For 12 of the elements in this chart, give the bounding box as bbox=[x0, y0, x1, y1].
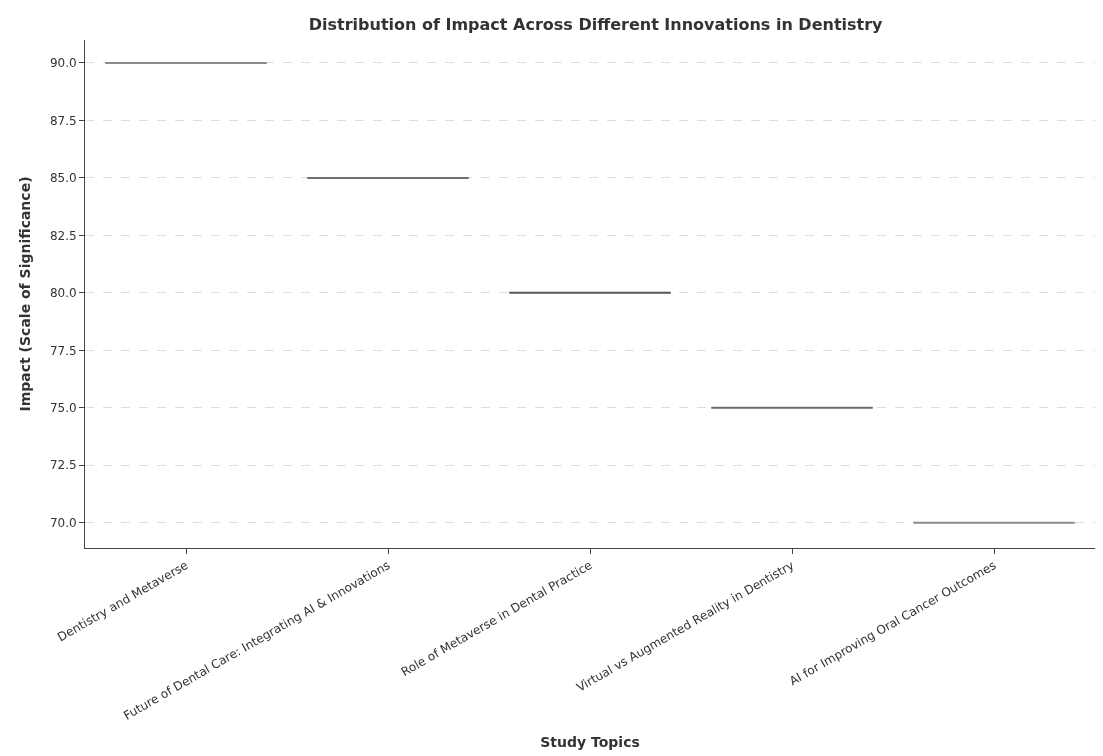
y-tick-label: 85.0 bbox=[49, 171, 77, 186]
y-axis-title: Impact (Scale of Significance) bbox=[17, 176, 34, 412]
y-tick-label: 70.0 bbox=[49, 515, 77, 530]
y-tick-label: 90.0 bbox=[49, 56, 77, 71]
chart-title: Distribution of Impact Across Different Innovations in Dentistry bbox=[308, 15, 884, 35]
y-tick-label: 82.5 bbox=[49, 228, 77, 243]
y-tick-label: 75.0 bbox=[49, 400, 77, 415]
y-tick-label: 80.0 bbox=[49, 286, 77, 301]
y-tick-label: 77.5 bbox=[49, 343, 77, 358]
y-tick-label: 87.5 bbox=[49, 113, 77, 128]
y-tick-label: 72.5 bbox=[49, 458, 77, 473]
x-axis-title: Study Topics bbox=[540, 734, 640, 751]
